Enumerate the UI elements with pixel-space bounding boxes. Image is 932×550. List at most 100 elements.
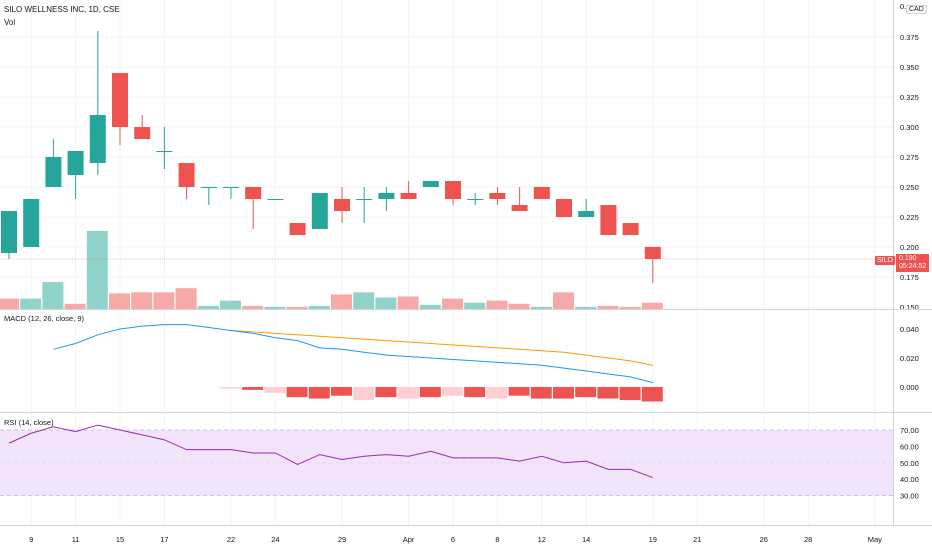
price-axis-tick: 0.150 bbox=[900, 303, 919, 312]
candle-body bbox=[511, 205, 528, 211]
macd-axis-tick: 0.000 bbox=[900, 383, 919, 392]
macd-histogram-bar bbox=[308, 387, 330, 399]
rsi-axis-tick: 60.00 bbox=[900, 442, 919, 451]
candle-body bbox=[600, 205, 617, 235]
price-axis-tick: 0.225 bbox=[900, 213, 919, 222]
macd-histogram-bar bbox=[242, 387, 264, 390]
macd-histogram-bar bbox=[508, 387, 530, 396]
volume-bar bbox=[530, 306, 552, 309]
rsi-axis-tick: 70.00 bbox=[900, 426, 919, 435]
volume-bar bbox=[86, 231, 108, 309]
volume-bar bbox=[553, 292, 574, 309]
candle-body bbox=[356, 199, 373, 200]
signal-line bbox=[230, 329, 653, 366]
volume-bar bbox=[464, 302, 486, 309]
candle-body bbox=[267, 199, 284, 200]
rsi-axis-tick: 40.00 bbox=[900, 475, 919, 484]
candle-body bbox=[134, 127, 151, 139]
candle-body bbox=[422, 181, 439, 187]
macd-histogram-bar bbox=[575, 387, 597, 398]
candle-body bbox=[378, 193, 395, 199]
volume-bar bbox=[619, 306, 641, 309]
macd-histogram-bar bbox=[264, 387, 286, 393]
candle-body bbox=[400, 193, 417, 199]
countdown-value: 05:24:52 bbox=[899, 263, 927, 270]
macd-histogram-bar bbox=[619, 387, 641, 401]
candle-body bbox=[89, 115, 106, 163]
volume-bar bbox=[197, 305, 219, 309]
x-axis-tick: 11 bbox=[72, 535, 80, 544]
price-axis-tick: 0.325 bbox=[900, 93, 919, 102]
candle-body bbox=[578, 211, 595, 217]
candle-body bbox=[622, 223, 639, 235]
volume-bar bbox=[442, 298, 463, 309]
candle-body bbox=[311, 193, 328, 229]
candle-body bbox=[467, 199, 484, 200]
macd-line bbox=[53, 324, 653, 384]
volume-bar bbox=[64, 303, 86, 309]
currency-badge[interactable]: CAD bbox=[906, 5, 927, 14]
macd-histogram-bar bbox=[397, 387, 419, 399]
candle-body bbox=[245, 187, 262, 199]
price-axis-tick: 0.275 bbox=[900, 153, 919, 162]
volume-bar bbox=[397, 296, 419, 309]
macd-histogram-bar bbox=[442, 387, 463, 396]
symbol-title: SILO WELLNESS INC, 1D, CSE bbox=[4, 5, 120, 14]
x-axis-tick: 15 bbox=[116, 535, 124, 544]
candle-body bbox=[644, 247, 661, 259]
volume-bar bbox=[419, 304, 441, 309]
x-axis-tick: 17 bbox=[160, 535, 168, 544]
price-axis-tick: 0.250 bbox=[900, 183, 919, 192]
volume-bar bbox=[597, 305, 619, 309]
volume-bar bbox=[375, 297, 397, 309]
candle-body bbox=[178, 163, 195, 187]
price-axis-tick: 0.300 bbox=[900, 123, 919, 132]
volume-bar bbox=[308, 305, 330, 309]
candle-body bbox=[23, 199, 40, 247]
volume-bar bbox=[353, 292, 375, 309]
candle-body bbox=[156, 151, 173, 152]
x-axis-tick: 26 bbox=[760, 535, 768, 544]
price-axis-tick: 0.350 bbox=[900, 63, 919, 72]
candle-body bbox=[489, 193, 506, 199]
x-axis-tick: 24 bbox=[271, 535, 279, 544]
candle-body bbox=[112, 73, 128, 127]
candle-body bbox=[445, 181, 461, 199]
volume-bar bbox=[42, 281, 64, 309]
candle-body bbox=[556, 199, 572, 217]
volume-bar bbox=[109, 293, 130, 309]
rsi-label: RSI (14, close) bbox=[4, 418, 54, 427]
volume-bar bbox=[220, 300, 241, 309]
x-axis-tick: 21 bbox=[693, 535, 701, 544]
volume-bar bbox=[175, 288, 197, 309]
volume-bar bbox=[575, 306, 597, 309]
macd-histogram-bar bbox=[286, 387, 308, 398]
x-axis-tick: Apr bbox=[403, 535, 415, 544]
price-axis-tick: 0.200 bbox=[900, 243, 919, 252]
macd-histogram-bar bbox=[553, 387, 574, 399]
volume-bar bbox=[331, 294, 352, 309]
volume-bar bbox=[286, 306, 308, 309]
x-axis-tick: 6 bbox=[451, 535, 455, 544]
macd-histogram-bar bbox=[486, 387, 508, 399]
macd-histogram-bar bbox=[375, 387, 397, 398]
x-axis-tick: 14 bbox=[582, 535, 590, 544]
ticker-tag: SILO bbox=[875, 256, 895, 265]
candle-body bbox=[289, 223, 306, 235]
candle-body bbox=[45, 157, 62, 187]
rsi-axis-tick: 50.00 bbox=[900, 459, 919, 468]
rsi-axis-tick: 30.00 bbox=[900, 492, 919, 501]
macd-histogram-bar bbox=[419, 387, 441, 398]
macd-histogram-bar bbox=[331, 387, 352, 396]
last-price-tag: 0.190 05:24:52 bbox=[896, 254, 930, 272]
macd-histogram-bar bbox=[464, 387, 486, 398]
last-price-value: 0.190 bbox=[899, 255, 917, 262]
volume-bar bbox=[508, 303, 530, 309]
macd-histogram-bar bbox=[353, 387, 375, 401]
volume-bar bbox=[242, 305, 264, 309]
x-axis-tick: 22 bbox=[227, 535, 235, 544]
macd-histogram-bar bbox=[220, 387, 241, 389]
volume-label: Vol bbox=[4, 18, 16, 27]
